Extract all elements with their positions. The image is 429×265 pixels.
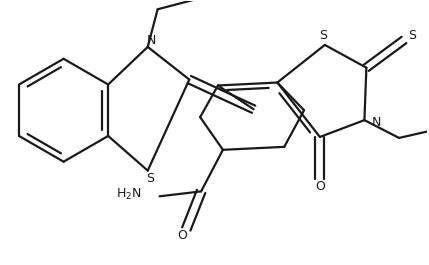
Text: N: N [372,116,381,129]
Text: S: S [146,172,154,185]
Text: S: S [319,29,327,42]
Text: H$_2$N: H$_2$N [116,187,142,202]
Text: O: O [315,180,325,193]
Text: S: S [408,29,416,42]
Text: N: N [147,34,157,47]
Text: O: O [178,229,187,242]
